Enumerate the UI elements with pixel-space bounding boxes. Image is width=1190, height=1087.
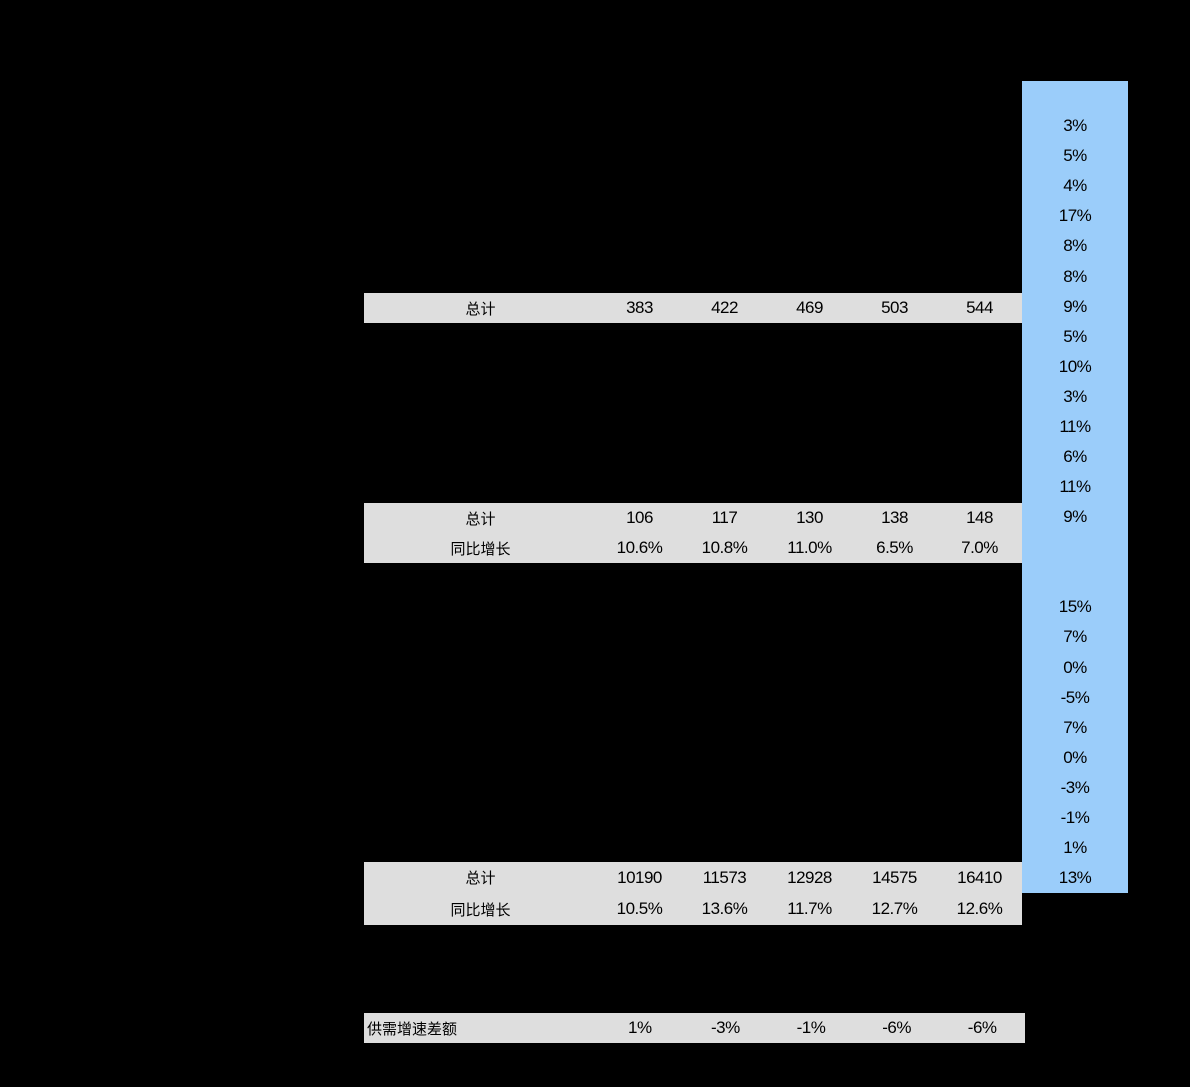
table-row: 总计 10190 11573 12928 14575 16410 bbox=[364, 862, 1022, 894]
growth-rate-value: 0% bbox=[1063, 747, 1087, 767]
value-cell-1: 10.5% bbox=[616, 899, 663, 919]
value-cell-4: -6% bbox=[882, 1018, 911, 1037]
value-cell-5: 12.6% bbox=[956, 899, 1003, 919]
value-cell-1: 1% bbox=[628, 1018, 652, 1037]
value-cell-2: 10.8% bbox=[701, 538, 748, 557]
value-cell-4: 12.7% bbox=[871, 899, 918, 919]
value-cell-2: 13.6% bbox=[701, 899, 748, 919]
growth-rate-value bbox=[1022, 562, 1128, 592]
growth-rate-value: 3% bbox=[1063, 386, 1087, 406]
value-cell-5: 148 bbox=[966, 508, 993, 527]
value-cell-3: 12928 bbox=[787, 867, 832, 887]
table-row: 同比增长 10.6% 10.8% 11.0% 6.5% 7.0% bbox=[364, 533, 1022, 563]
supply-demand-diff-row: 供需增速差额 1% -3% -1% -6% -6% bbox=[364, 1013, 1025, 1043]
value-cell-1: 10.6% bbox=[616, 538, 663, 557]
growth-rate-value bbox=[1022, 532, 1128, 562]
value-cell-1: 10190 bbox=[617, 867, 662, 887]
growth-rate-value: 15% bbox=[1058, 597, 1092, 617]
value-cell-4: 138 bbox=[881, 508, 908, 527]
growth-rate-value: 3% bbox=[1063, 116, 1087, 136]
growth-rate-value: 11% bbox=[1059, 416, 1091, 436]
value-cell-1: 383 bbox=[626, 298, 653, 317]
growth-rate-value: 7% bbox=[1063, 627, 1087, 647]
growth-rate-value: 8% bbox=[1063, 266, 1087, 286]
growth-rate-value: 9% bbox=[1063, 296, 1087, 316]
row-label: 同比增长 bbox=[450, 541, 511, 558]
growth-rate-value: 11% bbox=[1059, 477, 1091, 497]
growth-rate-value: 1% bbox=[1063, 837, 1087, 857]
growth-rate-value: 0% bbox=[1063, 657, 1087, 677]
row-label: 总计 bbox=[465, 301, 496, 318]
growth-rate-value: 10% bbox=[1058, 356, 1092, 376]
growth-rate-value: 17% bbox=[1058, 206, 1092, 226]
table-row: 供需增速差额 1% -3% -1% -6% -6% bbox=[364, 1013, 1025, 1043]
growth-rate-value: -3% bbox=[1060, 777, 1090, 797]
growth-rate-value: 4% bbox=[1063, 176, 1087, 196]
value-cell-3: 469 bbox=[796, 298, 823, 317]
growth-rate-value: 6% bbox=[1063, 446, 1087, 466]
growth-rate-value: 5% bbox=[1063, 326, 1087, 346]
growth-rate-value: 13% bbox=[1058, 868, 1092, 888]
growth-rate-value: 7% bbox=[1063, 717, 1087, 737]
row-label: 总计 bbox=[465, 511, 496, 528]
growth-rate-value: 9% bbox=[1063, 507, 1087, 527]
value-cell-3: 11.0% bbox=[787, 538, 832, 557]
value-cell-5: 544 bbox=[966, 298, 993, 317]
table-row: 总计 106 117 130 138 148 bbox=[364, 503, 1022, 533]
table-row: 同比增长 10.5% 13.6% 11.7% 12.7% 12.6% bbox=[364, 894, 1022, 926]
growth-rate-value: 8% bbox=[1063, 236, 1087, 256]
value-cell-5: 7.0% bbox=[961, 538, 998, 557]
value-cell-2: -3% bbox=[711, 1018, 740, 1037]
value-cell-4: 6.5% bbox=[876, 538, 913, 557]
value-cell-2: 422 bbox=[711, 298, 738, 317]
value-cell-2: 117 bbox=[711, 508, 738, 527]
table-row: 总计 383 422 469 503 544 bbox=[364, 293, 1022, 323]
growth-rate-value bbox=[1022, 81, 1128, 111]
value-cell-5: 16410 bbox=[957, 867, 1002, 887]
row-label: 同比增长 bbox=[450, 902, 511, 919]
total-row-block-3: 总计 10190 11573 12928 14575 16410 同比增长 10… bbox=[364, 862, 1022, 925]
growth-rate-highlight-column: 3% 5% 4% 17% 8% 8% 9% 5% 10% 3% 11% 6% 1… bbox=[1022, 81, 1128, 893]
value-cell-2: 11573 bbox=[702, 867, 747, 887]
value-cell-5: -6% bbox=[967, 1018, 997, 1037]
growth-rate-value: -5% bbox=[1060, 687, 1090, 707]
value-cell-3: 130 bbox=[796, 508, 823, 527]
total-row-block-1: 总计 383 422 469 503 544 bbox=[364, 293, 1022, 323]
value-cell-4: 503 bbox=[881, 298, 908, 317]
total-row-block-2: 总计 106 117 130 138 148 同比增长 10.6% 10.8% … bbox=[364, 503, 1022, 563]
value-cell-4: 14575 bbox=[872, 867, 917, 887]
row-label: 供需增速差额 bbox=[367, 1021, 458, 1038]
row-label: 总计 bbox=[465, 871, 496, 888]
growth-rate-value: 5% bbox=[1063, 146, 1087, 166]
value-cell-1: 106 bbox=[626, 508, 653, 527]
value-cell-3: -1% bbox=[796, 1018, 826, 1037]
value-cell-3: 11.7% bbox=[787, 899, 832, 919]
growth-rate-value: -1% bbox=[1060, 807, 1090, 827]
